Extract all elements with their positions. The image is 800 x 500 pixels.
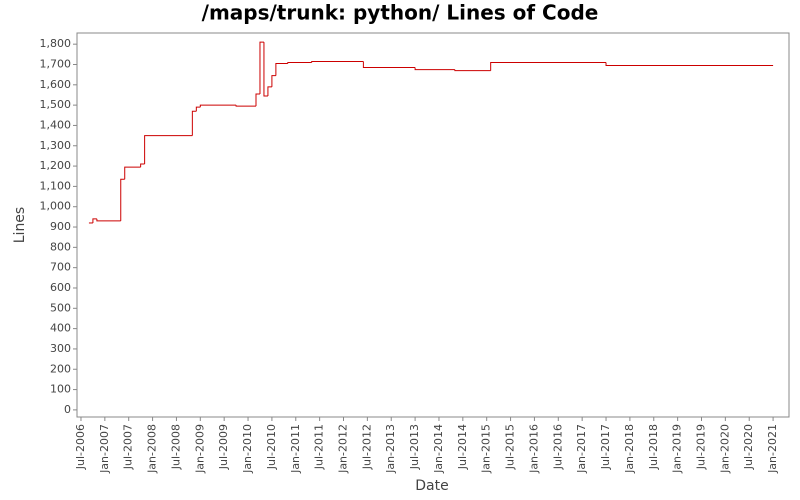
- y-tick-label: 1,200: [40, 159, 72, 172]
- step-segment: [275, 62, 288, 76]
- x-tick-label: Jan-2015: [480, 424, 493, 474]
- step-segment: [255, 93, 260, 107]
- x-tick-label: Jul-2017: [599, 424, 612, 470]
- y-tick-label: 900: [50, 220, 71, 233]
- step-segment: [287, 61, 312, 64]
- x-tick-label: Jan-2017: [575, 424, 588, 474]
- plot-area: [76, 32, 790, 418]
- x-tick-label: Jul-2009: [217, 424, 230, 470]
- y-tick-label: 1,800: [40, 37, 72, 50]
- step-segment: [605, 62, 774, 67]
- step-segment: [259, 41, 264, 94]
- step-segment: [490, 61, 607, 71]
- x-tick-label: Jan-2013: [384, 424, 397, 474]
- y-axis-label: Lines: [12, 207, 28, 243]
- x-tick-label: Jan-2009: [193, 424, 206, 474]
- y-tick-label: 1,000: [40, 200, 72, 213]
- x-tick-label: Jan-2018: [623, 424, 636, 474]
- step-segment: [144, 135, 193, 165]
- step-segment: [362, 61, 416, 69]
- x-tick-label: Jan-2016: [527, 424, 540, 474]
- y-tick-label: 200: [50, 362, 71, 375]
- y-tick-label: 0: [64, 403, 71, 416]
- step-segment: [454, 69, 491, 72]
- y-tick-label: 700: [50, 261, 71, 274]
- x-tick-label: Jan-2021: [766, 424, 779, 474]
- x-tick-label: Jul-2016: [551, 424, 564, 470]
- step-segment: [267, 86, 272, 96]
- x-tick-label: Jul-2013: [408, 424, 421, 470]
- step-segment: [414, 67, 455, 71]
- y-tick-label: 1,400: [40, 118, 72, 131]
- step-segment: [96, 218, 121, 222]
- y-tick-label: 1,500: [40, 98, 72, 111]
- x-tick-label: Jul-2011: [313, 424, 326, 470]
- x-tick-label: Jan-2020: [718, 424, 731, 474]
- y-tick-label: 600: [50, 281, 71, 294]
- x-tick-label: Jul-2012: [360, 424, 373, 470]
- step-segment: [195, 106, 201, 112]
- y-tick-label: 800: [50, 240, 71, 253]
- step-segment: [140, 163, 145, 168]
- step-segment: [235, 105, 256, 107]
- x-tick-label: Jan-2010: [241, 424, 254, 474]
- x-tick-label: Jul-2020: [742, 424, 755, 470]
- y-tick-label: 400: [50, 322, 71, 335]
- x-axis-label: Date: [415, 478, 448, 494]
- x-tick-label: Jan-2011: [289, 424, 302, 474]
- y-tick-label: 1,100: [40, 179, 72, 192]
- step-segment: [92, 218, 97, 223]
- x-tick-label: Jul-2014: [456, 424, 469, 470]
- chart-title: /maps/trunk: python/ Lines of Code: [202, 1, 599, 25]
- step-segment: [124, 166, 141, 180]
- y-tick-label: 300: [50, 342, 71, 355]
- x-tick-label: Jul-2008: [169, 424, 182, 470]
- x-tick-label: Jul-2006: [74, 424, 87, 470]
- step-segment: [311, 60, 364, 63]
- y-tick-label: 1,700: [40, 57, 72, 70]
- y-tick-label: 100: [50, 383, 71, 396]
- step-segment: [199, 104, 237, 108]
- x-tick-label: Jul-2010: [265, 424, 278, 470]
- step-segment: [263, 42, 268, 97]
- step-segment: [120, 178, 125, 221]
- x-tick-label: Jan-2012: [337, 424, 350, 474]
- x-tick-label: Jan-2008: [146, 424, 159, 474]
- x-tick-label: Jan-2007: [98, 424, 111, 474]
- y-tick-label: 500: [50, 301, 71, 314]
- step-segment: [191, 110, 197, 136]
- x-tick-label: Jul-2015: [504, 424, 517, 470]
- step-segment: [271, 75, 276, 87]
- x-tick-label: Jul-2018: [647, 424, 660, 470]
- y-tick-label: 1,300: [40, 139, 72, 152]
- y-tick-label: 1,600: [40, 78, 72, 91]
- x-tick-label: Jul-2019: [694, 424, 707, 470]
- x-tick-label: Jan-2019: [671, 424, 684, 474]
- x-tick-label: Jan-2014: [432, 424, 445, 474]
- x-tick-label: Jul-2007: [122, 424, 135, 470]
